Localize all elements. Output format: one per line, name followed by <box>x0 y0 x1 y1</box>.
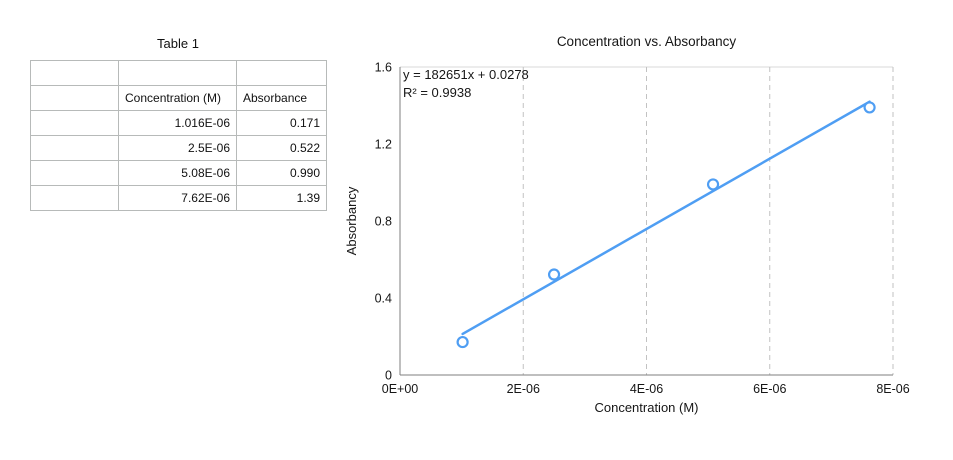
row-header-cell[interactable] <box>30 135 119 161</box>
y-tick-label: 0 <box>385 369 392 383</box>
table-cell[interactable]: 5.08E-06 <box>118 160 237 186</box>
y-tick-label: 0.4 <box>375 292 392 306</box>
column-header[interactable]: Concentration (M) <box>118 85 237 111</box>
x-tick-label: 4E-06 <box>630 382 663 396</box>
row-header-cell[interactable] <box>30 160 119 186</box>
trendline-equation: y = 182651x + 0.0278 <box>403 67 529 82</box>
table-row: 5.08E-06 0.990 <box>30 160 327 186</box>
x-tick-label: 6E-06 <box>753 382 786 396</box>
chart-title: Concentration vs. Absorbancy <box>557 34 737 49</box>
trendline <box>461 100 871 336</box>
row-header-cell[interactable] <box>30 110 119 136</box>
y-tick-label: 1.2 <box>375 138 392 152</box>
table-cell[interactable]: 0.522 <box>236 135 327 161</box>
y-tick-label: 1.6 <box>375 61 392 75</box>
table-cell[interactable]: 1.39 <box>236 185 327 211</box>
table-cell[interactable]: 0.990 <box>236 160 327 186</box>
x-tick-label: 0E+00 <box>382 382 419 396</box>
header-band-cell[interactable] <box>236 60 327 86</box>
y-axis-title: Absorbancy <box>344 186 359 255</box>
y-tick-label: 0.8 <box>375 215 392 229</box>
header-band-cell[interactable] <box>118 60 237 86</box>
table-cell[interactable]: 1.016E-06 <box>118 110 237 136</box>
table-cell[interactable]: 0.171 <box>236 110 327 136</box>
table-row: 2.5E-06 0.522 <box>30 135 327 161</box>
data-point[interactable] <box>456 335 469 349</box>
column-header[interactable]: Absorbance <box>236 85 327 111</box>
chart-region: Concentration vs. Absorbancy y = 182651x … <box>340 22 953 442</box>
scatter-chart[interactable]: Concentration vs. Absorbancy y = 182651x … <box>340 22 953 442</box>
row-header-cell[interactable] <box>30 85 119 111</box>
data-point[interactable] <box>863 101 876 114</box>
row-header-cell[interactable] <box>30 185 119 211</box>
trendline-r2: R² = 0.9938 <box>403 85 471 100</box>
x-tick-label: 8E-06 <box>876 382 909 396</box>
x-axis-title: Concentration (M) <box>594 400 698 415</box>
table-row: 7.62E-06 1.39 <box>30 185 327 211</box>
table-region: Table 1 Concentration (M) Absorbance 1.016… <box>30 36 327 211</box>
data-point[interactable] <box>547 268 561 281</box>
data-point[interactable] <box>706 178 720 191</box>
corner-cell[interactable] <box>30 60 119 86</box>
table-cell[interactable]: 7.62E-06 <box>118 185 237 211</box>
x-tick-label: 2E-06 <box>507 382 540 396</box>
table-title: Table 1 <box>157 36 199 51</box>
data-table: Concentration (M) Absorbance 1.016E-06 0.17… <box>30 60 327 211</box>
table-cell[interactable]: 2.5E-06 <box>118 135 237 161</box>
table-row: 1.016E-06 0.171 <box>30 110 327 136</box>
